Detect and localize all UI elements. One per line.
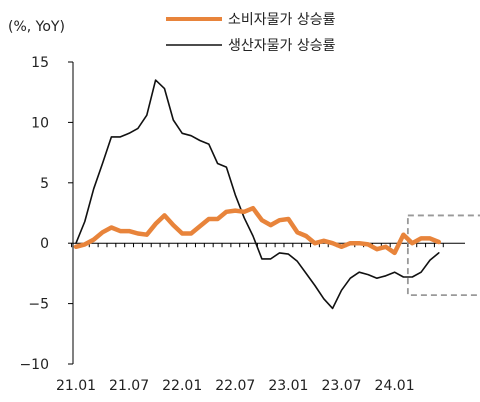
legend-label-cpi: 소비자물가 상승률 bbox=[228, 12, 336, 28]
highlight-box bbox=[406, 214, 480, 297]
x-tick-label: 22.01 bbox=[162, 378, 202, 394]
y-tick-label: −5 bbox=[28, 297, 49, 313]
plot-area bbox=[73, 79, 442, 310]
y-tick-label: 10 bbox=[31, 115, 49, 131]
y-tick-label: 15 bbox=[31, 55, 49, 71]
x-tick-label: 21.01 bbox=[56, 378, 96, 394]
highlight-box-group bbox=[406, 214, 480, 297]
series-line-ppi bbox=[75, 79, 440, 310]
series-line-cpi bbox=[73, 205, 442, 256]
legend: 소비자물가 상승률 생산자물가 상승률 bbox=[166, 12, 336, 54]
legend-item-cpi: 소비자물가 상승률 bbox=[166, 12, 336, 28]
x-tick-label: 23.07 bbox=[321, 378, 361, 394]
y-tick-label: −10 bbox=[19, 357, 49, 373]
y-tick-label: 0 bbox=[40, 236, 49, 252]
legend-label-ppi: 생산자물가 상승률 bbox=[228, 38, 336, 54]
legend-item-ppi: 생산자물가 상승률 bbox=[166, 38, 336, 54]
x-tick-label: 21.07 bbox=[109, 378, 149, 394]
y-unit-label: (%, YoY) bbox=[8, 19, 65, 35]
x-tick-label: 22.07 bbox=[215, 378, 255, 394]
y-tick-label: 5 bbox=[40, 176, 49, 192]
axes: 15 10 5 0 −5 −10 21.01 21.07 22.01 22.07 23.01 23.0… bbox=[19, 55, 465, 394]
x-tick-label: 24.01 bbox=[375, 378, 415, 394]
x-tick-label: 23.01 bbox=[268, 378, 308, 394]
